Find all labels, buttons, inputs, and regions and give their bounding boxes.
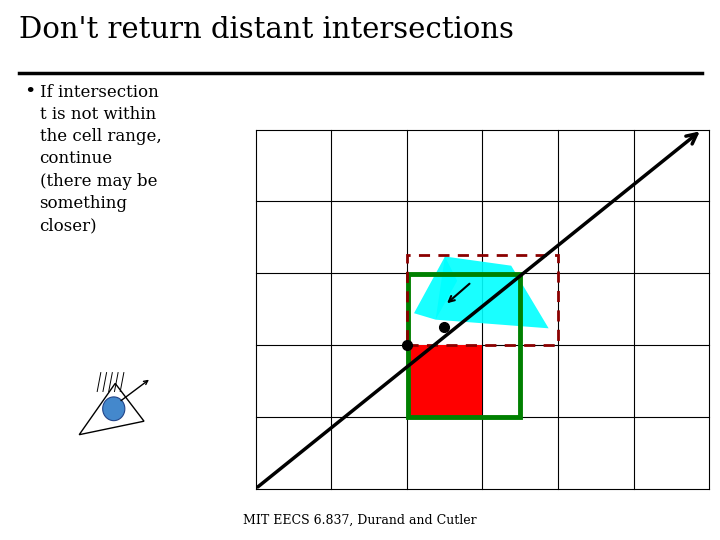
Text: Don't return distant intersections: Don't return distant intersections (19, 16, 514, 44)
Text: •: • (24, 83, 35, 100)
Text: MIT EECS 6.837, Durand and Cutler: MIT EECS 6.837, Durand and Cutler (243, 514, 477, 526)
Polygon shape (103, 397, 125, 421)
Text: If intersection
t is not within
the cell range,
continue
(there may be
something: If intersection t is not within the cell… (40, 84, 161, 234)
Polygon shape (414, 256, 457, 320)
Bar (408, 274, 520, 417)
Bar (407, 345, 482, 417)
Bar (407, 255, 558, 345)
Polygon shape (436, 256, 549, 328)
